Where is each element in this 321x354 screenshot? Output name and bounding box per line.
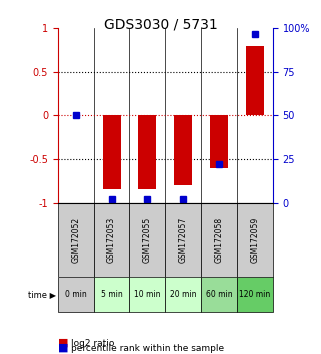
FancyBboxPatch shape	[237, 202, 273, 277]
FancyBboxPatch shape	[165, 202, 201, 277]
Text: GSM172057: GSM172057	[179, 217, 188, 263]
Bar	[174, 115, 192, 185]
FancyBboxPatch shape	[129, 277, 165, 312]
Text: GSM172053: GSM172053	[107, 217, 116, 263]
FancyBboxPatch shape	[58, 202, 94, 277]
Text: GSM172052: GSM172052	[71, 217, 80, 263]
Text: GDS3030 / 5731: GDS3030 / 5731	[104, 18, 217, 32]
Bar	[103, 115, 120, 189]
FancyBboxPatch shape	[237, 277, 273, 312]
Text: 120 min: 120 min	[239, 290, 271, 299]
Bar	[138, 115, 156, 189]
Bar	[210, 115, 228, 168]
Text: percentile rank within the sample: percentile rank within the sample	[71, 344, 224, 353]
Text: GSM172055: GSM172055	[143, 217, 152, 263]
Text: 20 min: 20 min	[170, 290, 196, 299]
Text: 60 min: 60 min	[206, 290, 232, 299]
Text: log2 ratio: log2 ratio	[71, 339, 114, 348]
FancyBboxPatch shape	[201, 277, 237, 312]
FancyBboxPatch shape	[129, 202, 165, 277]
Text: GSM172059: GSM172059	[250, 217, 259, 263]
Text: 5 min: 5 min	[101, 290, 122, 299]
FancyBboxPatch shape	[94, 202, 129, 277]
Bar	[246, 46, 264, 115]
Text: GSM172058: GSM172058	[214, 217, 224, 263]
Text: ■: ■	[58, 343, 68, 353]
Text: ■: ■	[58, 338, 68, 348]
FancyBboxPatch shape	[58, 277, 94, 312]
FancyBboxPatch shape	[94, 277, 129, 312]
Text: time ▶: time ▶	[28, 290, 56, 299]
FancyBboxPatch shape	[201, 202, 237, 277]
Text: 10 min: 10 min	[134, 290, 160, 299]
Text: 0 min: 0 min	[65, 290, 87, 299]
FancyBboxPatch shape	[165, 277, 201, 312]
